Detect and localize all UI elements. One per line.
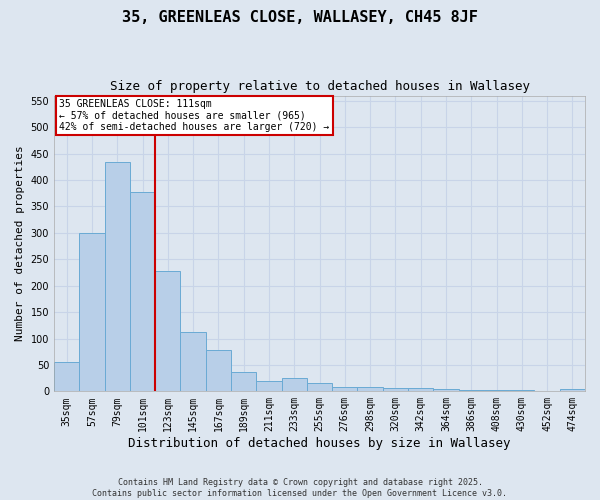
Bar: [155, 271, 181, 392]
Bar: [281, 378, 307, 392]
Bar: [535, 391, 560, 392]
Bar: [256, 381, 281, 392]
Bar: [181, 332, 206, 392]
Bar: [408, 388, 433, 392]
Bar: [54, 362, 79, 392]
Bar: [332, 387, 358, 392]
Bar: [79, 233, 104, 392]
Bar: [560, 389, 585, 392]
Bar: [231, 372, 256, 392]
Bar: [307, 384, 332, 392]
Bar: [383, 388, 408, 392]
Y-axis label: Number of detached properties: Number of detached properties: [15, 146, 25, 342]
Text: 35 GREENLEAS CLOSE: 111sqm
← 57% of detached houses are smaller (965)
42% of sem: 35 GREENLEAS CLOSE: 111sqm ← 57% of deta…: [59, 98, 329, 132]
Bar: [509, 390, 535, 392]
Bar: [458, 390, 484, 392]
X-axis label: Distribution of detached houses by size in Wallasey: Distribution of detached houses by size …: [128, 437, 511, 450]
Bar: [358, 386, 383, 392]
Bar: [104, 162, 130, 392]
Bar: [130, 192, 155, 392]
Bar: [484, 390, 509, 392]
Text: Contains HM Land Registry data © Crown copyright and database right 2025.
Contai: Contains HM Land Registry data © Crown c…: [92, 478, 508, 498]
Text: 35, GREENLEAS CLOSE, WALLASEY, CH45 8JF: 35, GREENLEAS CLOSE, WALLASEY, CH45 8JF: [122, 10, 478, 25]
Bar: [206, 350, 231, 392]
Title: Size of property relative to detached houses in Wallasey: Size of property relative to detached ho…: [110, 80, 530, 93]
Bar: [433, 389, 458, 392]
